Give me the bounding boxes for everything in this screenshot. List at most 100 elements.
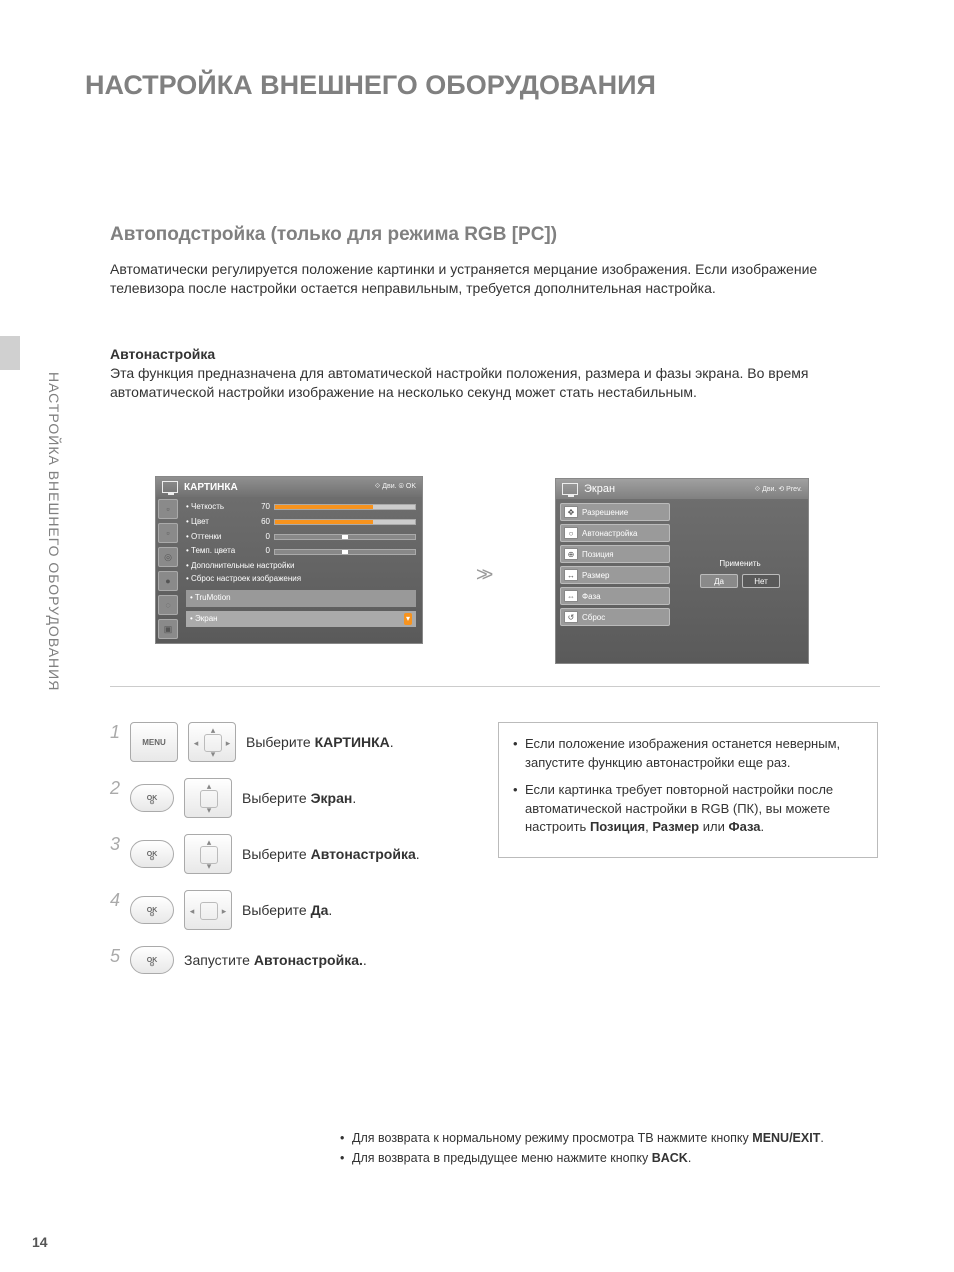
page-title: НАСТРОЙКА ВНЕШНЕГО ОБОРУДОВАНИЯ [85, 70, 656, 101]
osd-row-bar [274, 519, 416, 525]
remote-ok-button: OK⊙ [130, 946, 174, 974]
arrow-right-icon: ▸ [217, 904, 231, 918]
osd-screen-list: ✥ Разрешение ○ Автонастройка ⊕ Позиция ↔ Размер… [560, 503, 670, 655]
osd-picture-bottom-item: • Экран▾ [186, 611, 416, 628]
subsection-title: Автонастройка [110, 346, 215, 362]
osd-tab-icon: ◎ [158, 547, 178, 567]
intro-paragraph: Автоматически регулируется положение кар… [110, 260, 880, 298]
divider [110, 686, 880, 687]
step-number: 2 [110, 778, 124, 799]
step-number: 1 [110, 722, 124, 743]
osd-item-label: Фаза [582, 592, 601, 601]
arrow-left-icon: ◂ [189, 736, 203, 750]
subsection-paragraph: Эта функция предназначена для автоматиче… [110, 364, 890, 402]
osd-row-label: • Четкость [186, 501, 246, 514]
osd-picture-bottom-item: • TruMotion [186, 590, 416, 607]
arrow-down-icon: ▾ [206, 747, 220, 761]
remote-ok-button: OK⊙ [130, 896, 174, 924]
arrow-up-icon: ▴ [202, 835, 216, 849]
tip-item: Если картинка требует повторной настройк… [513, 781, 863, 838]
osd-picture-line: • Дополнительные настройки [186, 560, 416, 573]
osd-picture-row: • Четкость 70 [186, 501, 416, 514]
scroll-icon: ▾ [404, 613, 412, 626]
arrow-right-icon: ▸ [221, 736, 235, 750]
osd-row-value: 60 [250, 516, 270, 529]
osd-row-value: 0 [250, 531, 270, 544]
osd-row-bar [274, 549, 416, 555]
osd-picture-menu: КАРТИНКА ⟐ Дви. ⊚ OK ▫ ▫ ◎ ● ◌ ▣ • Четко… [155, 476, 423, 644]
osd-item-label: Сброс [582, 613, 605, 622]
step-number: 3 [110, 834, 124, 855]
vertical-section-label: НАСТРОЙКА ВНЕШНЕГО ОБОРУДОВАНИЯ [46, 372, 62, 691]
section-title: Автоподстройка (только для режима RGB [P… [110, 224, 557, 246]
osd-screen-item[interactable]: ⇔ Фаза [560, 587, 670, 605]
step-text: Выберите Да. [242, 902, 332, 918]
arrow-up-icon: ▴ [202, 779, 216, 793]
osd-screen-hint: ⟐ Дви. ⟲ Prev. [755, 485, 802, 494]
osd-row-bar [274, 534, 416, 540]
side-tab-marker [0, 336, 20, 370]
osd-item-icon: ○ [564, 527, 578, 539]
osd-screen-header: Экран ⟐ Дви. ⟲ Prev. [556, 479, 808, 499]
osd-apply-label: Применить [719, 559, 760, 568]
arrow-left-icon: ◂ [185, 904, 199, 918]
osd-picture-title: КАРТИНКА [184, 482, 238, 493]
step-list: 1MENU▴▾◂▸Выберите КАРТИНКА.2OK⊙▴▾Выберит… [110, 722, 470, 990]
remote-ok-button: OK⊙ [130, 840, 174, 868]
step-text: Выберите КАРТИНКА. [246, 734, 394, 750]
monitor-icon [562, 483, 578, 495]
osd-item-icon: ⊕ [564, 548, 578, 560]
osd-no-button[interactable]: Нет [742, 574, 780, 588]
osd-tab-icon: ▫ [158, 499, 178, 519]
step-number: 4 [110, 890, 124, 911]
osd-picture-header: КАРТИНКА ⟐ Дви. ⊚ OK [156, 477, 422, 497]
chevron-right-icon: >> [476, 564, 487, 587]
step-number: 5 [110, 946, 124, 967]
step-text: Выберите Автонастройка. [242, 846, 420, 862]
osd-row-label: • Оттенки [186, 531, 246, 544]
step: 5 OK⊙ Запустите Автонастройка.. [110, 946, 470, 974]
osd-item-icon: ↔ [564, 569, 578, 581]
osd-row-label: • Темп. цвета [186, 545, 246, 558]
osd-yes-button[interactable]: Да [700, 574, 738, 588]
remote-dpad: ◂▸ [184, 890, 232, 930]
remote-dpad: ▴▾◂▸ [188, 722, 236, 762]
osd-picture-row: • Цвет 60 [186, 516, 416, 529]
osd-row-bar [274, 504, 416, 510]
osd-row-value: 0 [250, 545, 270, 558]
osd-item-icon: ↺ [564, 611, 578, 623]
footer-notes: Для возврата к нормальному режиму просмо… [340, 1128, 880, 1168]
osd-row-label: • Цвет [186, 516, 246, 529]
osd-screen-item[interactable]: ↔ Размер [560, 566, 670, 584]
remote-ok-button: OK⊙ [130, 784, 174, 812]
osd-screen-title: Экран [584, 483, 615, 495]
remote-dpad: ▴▾ [184, 778, 232, 818]
osd-tab-icon: ▣ [158, 619, 178, 639]
osd-row-value: 70 [250, 501, 270, 514]
step: 1MENU▴▾◂▸Выберите КАРТИНКА. [110, 722, 470, 762]
osd-item-label: Размер [582, 571, 610, 580]
osd-screen-item[interactable]: ○ Автонастройка [560, 524, 670, 542]
remote-menu-button: MENU [130, 722, 178, 762]
monitor-icon [162, 481, 178, 493]
remote-dpad: ▴▾ [184, 834, 232, 874]
tip-item: Если положение изображения останется нев… [513, 735, 863, 773]
tips-box: Если положение изображения останется нев… [498, 722, 878, 858]
osd-screen-menu: Экран ⟐ Дви. ⟲ Prev. ✥ Разрешение ○ Автонас… [555, 478, 809, 664]
step: 3 OK⊙ ▴▾ Выберите Автонастройка. [110, 834, 470, 874]
step-text: Выберите Экран. [242, 790, 356, 806]
osd-item-icon: ✥ [564, 506, 578, 518]
arrow-down-icon: ▾ [202, 803, 216, 817]
osd-item-icon: ⇔ [564, 590, 578, 602]
page-number: 14 [32, 1234, 48, 1250]
osd-tab-icon: ▫ [158, 523, 178, 543]
osd-tab-icon: ◌ [158, 595, 178, 615]
osd-screen-item[interactable]: ↺ Сброс [560, 608, 670, 626]
osd-picture-line: • Сброс настроек изображения [186, 573, 416, 586]
osd-item-label: Позиция [582, 550, 614, 559]
osd-item-label: Разрешение [582, 508, 628, 517]
osd-item-label: Автонастройка [582, 529, 637, 538]
osd-screen-item[interactable]: ✥ Разрешение [560, 503, 670, 521]
osd-screen-item[interactable]: ⊕ Позиция [560, 545, 670, 563]
step-text: Запустите Автонастройка.. [184, 952, 367, 968]
